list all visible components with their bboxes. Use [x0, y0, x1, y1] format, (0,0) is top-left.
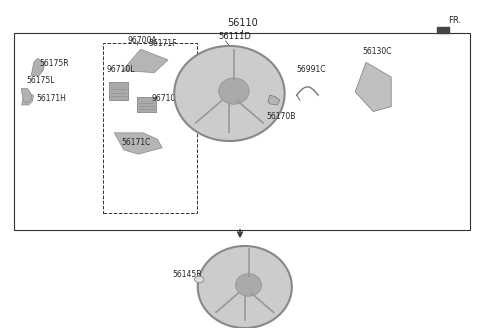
Text: 56175R: 56175R: [39, 59, 69, 69]
Text: 56170B: 56170B: [266, 112, 296, 120]
Polygon shape: [31, 58, 45, 75]
Ellipse shape: [198, 246, 292, 328]
Polygon shape: [21, 89, 32, 103]
Text: 56171H: 56171H: [36, 94, 66, 103]
Ellipse shape: [236, 274, 262, 296]
Text: 96710R: 96710R: [151, 94, 181, 103]
Circle shape: [194, 276, 204, 283]
Text: 56171C: 56171C: [121, 138, 150, 147]
Text: 56171F: 56171F: [149, 39, 177, 48]
Text: 96700A: 96700A: [127, 36, 157, 45]
Ellipse shape: [174, 46, 285, 141]
Polygon shape: [22, 92, 34, 105]
Bar: [437, 27, 449, 33]
Bar: [109, 82, 128, 100]
Polygon shape: [268, 95, 280, 105]
Text: 56111D: 56111D: [218, 32, 251, 41]
Polygon shape: [114, 133, 162, 154]
Polygon shape: [355, 62, 391, 112]
Text: 56145B: 56145B: [173, 270, 202, 279]
Ellipse shape: [219, 78, 249, 104]
Text: FR.: FR.: [448, 16, 461, 25]
Text: 96710L: 96710L: [107, 65, 135, 74]
Polygon shape: [122, 49, 168, 72]
Text: 56110: 56110: [227, 18, 258, 28]
Text: 56130C: 56130C: [362, 47, 392, 56]
Text: 56175L: 56175L: [26, 76, 55, 85]
Bar: [137, 97, 156, 112]
Text: 56991C: 56991C: [297, 65, 326, 74]
